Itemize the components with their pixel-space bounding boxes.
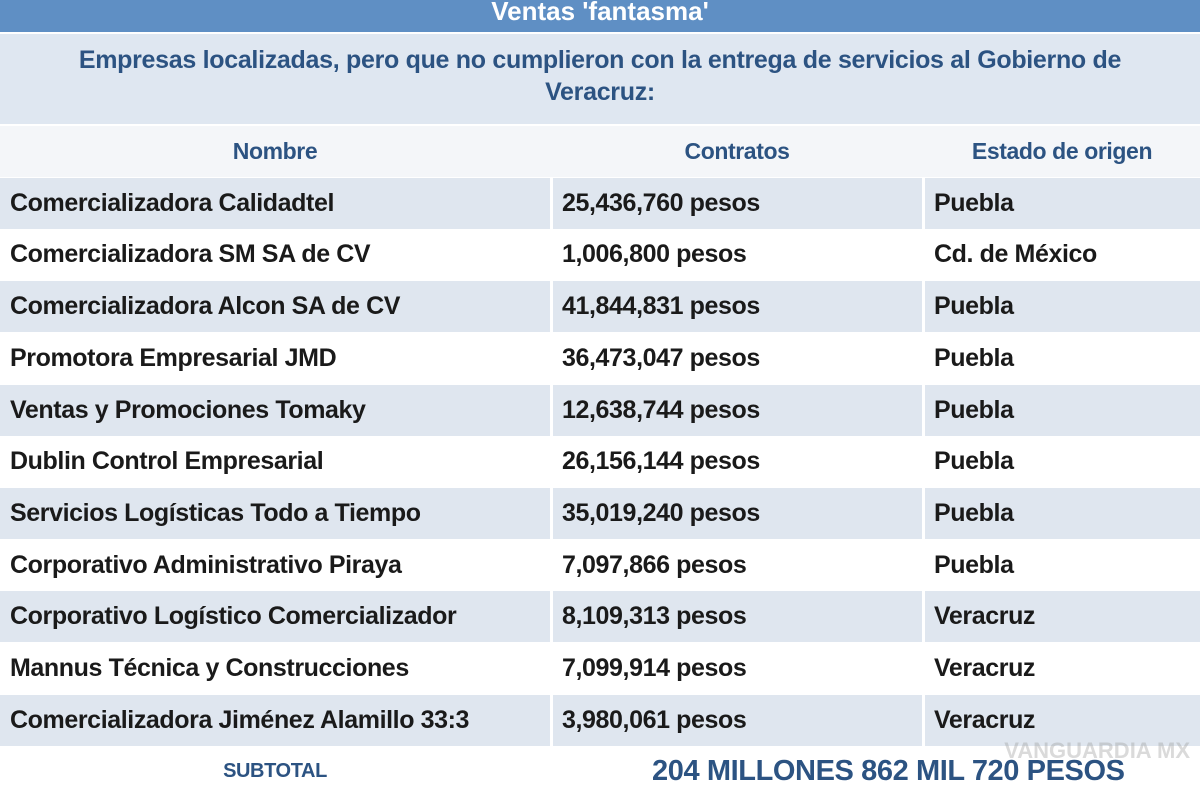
table-row: Dublin Control Empresarial 26,156,144 pes… [0,436,1200,488]
table-row: Corporativo Administrativo Piraya 7,097,8… [0,539,1200,591]
column-separator [922,229,925,281]
table-cell: Ventas y Promociones Tomaky [10,395,366,424]
table-cell: Veracruz [934,654,1036,682]
column-separator [922,487,925,539]
table-row: Comercializadora Alcon SA de CV 41,844,83… [0,281,1200,333]
column-separator [922,177,925,229]
subtotal-label: SUBTOTAL [223,760,327,783]
table-cell: 1,006,800 pesos [562,240,747,269]
table-cell: 7,099,914 pesos [562,654,747,682]
table-cell: Dublin Control Empresarial [10,447,324,476]
table-cell: 26,156,144 pesos [562,447,760,476]
column-separator [550,177,553,229]
table-cell: Veracruz [934,602,1036,631]
table-row: SUBTOTAL 204 MILLONES 862 MIL 720 PESOS [0,746,1200,806]
table-cell: Comercializadora SM SA de CV [10,240,371,269]
column-header: Estado de origen [971,138,1153,164]
table-cell: Puebla [934,395,1014,424]
table-row: Comercializadora SM SA de CV 1,006,800 pe… [0,229,1200,281]
table-cell: 36,473,047 pesos [562,343,760,372]
table-cell: Puebla [934,550,1014,579]
table-cell: Puebla [934,498,1014,527]
title-bar: Ventas 'fantasma' [0,0,1200,32]
table-row: Nombre Contratos Estado de origen [0,126,1200,177]
column-separator [550,384,553,436]
column-separator [922,332,925,384]
column-separator [550,281,553,333]
table-row: Comercializadora Calidadtel 25,436,760 pe… [0,177,1200,229]
column-separator [922,591,925,643]
table-cell: Comercializadora Calidadtel [10,188,335,217]
column-separator [922,281,925,333]
table-row: Corporativo Logístico Comercializador 8,1… [0,591,1200,643]
column-separator [550,229,553,281]
table-cell: Puebla [934,292,1014,321]
watermark: VANGUARDIA MX [1004,738,1190,763]
column-separator [922,643,925,694]
table-cell: 25,436,760 pesos [562,188,760,217]
subtotal-value: 204 MILLONES 862 MIL 720 PESOS [652,755,1125,788]
subtitle: Empresas localizadas, pero que no cumpli… [0,34,1200,124]
table-cell: 7,097,866 pesos [562,550,747,579]
table-cell: Puebla [934,447,1014,476]
table-cell: Veracruz [934,705,1036,734]
table-row: Comercializadora Jiménez Alamillo 33:3 3,… [0,694,1200,746]
table-cell: Puebla [934,188,1014,217]
column-separator [550,332,553,384]
column-separator [922,436,925,488]
table-cell: 35,019,240 pesos [562,498,760,527]
column-separator [550,487,553,539]
table-cell: 41,844,831 pesos [562,292,760,321]
column-separator [550,591,553,643]
table-cell: Corporativo Administrativo Piraya [10,550,402,579]
column-separator [922,384,925,436]
table-row: Mannus Técnica y Construcciones 7,099,914… [0,643,1200,694]
table-cell: Corporativo Logístico Comercializador [10,602,457,631]
table-cell: 12,638,744 pesos [562,395,760,424]
table-cell: 3,980,061 pesos [562,705,747,734]
column-separator [922,694,925,746]
table-row: Servicios Logísticas Todo a Tiempo 35,019… [0,487,1200,539]
table-cell: Mannus Técnica y Construcciones [10,654,409,682]
column-separator [550,539,553,591]
table-row: Ventas y Promociones Tomaky 12,638,744 pe… [0,384,1200,436]
column-header: Nombre [232,138,318,164]
table-cell: Comercializadora Jiménez Alamillo 33:3 [10,705,470,734]
column-separator [550,643,553,694]
column-header: Contratos [684,138,790,164]
table-cell: Comercializadora Alcon SA de CV [10,292,401,321]
table-cell: Puebla [934,343,1014,372]
table-row: Promotora Empresarial JMD 36,473,047 peso… [0,332,1200,384]
table-cell: Servicios Logísticas Todo a Tiempo [10,498,421,527]
table-cell: Promotora Empresarial JMD [10,343,337,372]
table-cell: 8,109,313 pesos [562,602,747,631]
column-separator [922,539,925,591]
column-separator [550,694,553,746]
column-separator [550,436,553,488]
table-cell: Cd. de México [934,240,1097,269]
